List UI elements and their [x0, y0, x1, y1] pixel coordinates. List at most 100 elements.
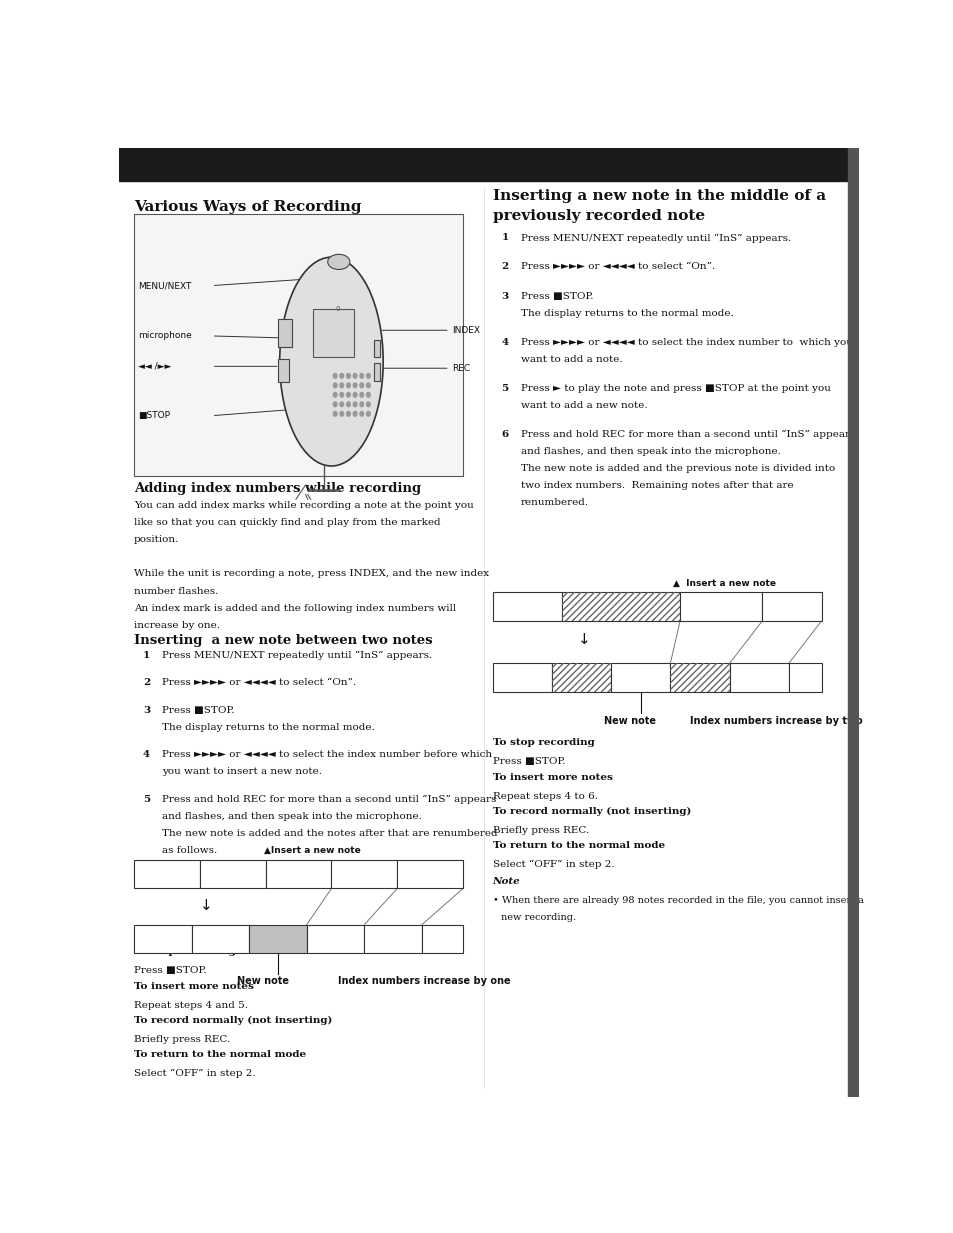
Text: microphone: microphone — [137, 332, 192, 340]
Circle shape — [333, 392, 336, 397]
Circle shape — [353, 383, 356, 387]
Bar — [729, 663, 788, 692]
Text: 5: 5 — [754, 671, 762, 684]
Text: ◄◄ /►►: ◄◄ /►► — [137, 361, 171, 371]
Bar — [331, 861, 396, 889]
Text: ■STOP: ■STOP — [137, 411, 170, 420]
Text: Index numbers increase by one: Index numbers increase by one — [337, 975, 510, 986]
Circle shape — [333, 402, 336, 407]
Circle shape — [346, 402, 350, 407]
Text: The new note is added and the previous note is divided into: The new note is added and the previous n… — [520, 464, 834, 473]
Bar — [761, 592, 821, 620]
Text: ↓: ↓ — [200, 898, 213, 914]
Text: 5: 5 — [501, 383, 508, 393]
Text: Press ►►►► or ◄◄◄◄ to select the index number before which: Press ►►►► or ◄◄◄◄ to select the index n… — [162, 750, 492, 760]
Bar — [551, 663, 611, 692]
Text: 1: 1 — [501, 233, 508, 243]
Text: 1: 1 — [522, 600, 531, 613]
Bar — [492, 592, 561, 620]
Text: 2: 2 — [617, 600, 624, 613]
Text: New note: New note — [603, 715, 655, 726]
Ellipse shape — [279, 258, 383, 466]
Bar — [313, 309, 354, 356]
Text: The display returns to the normal mode.: The display returns to the normal mode. — [162, 723, 375, 732]
Text: ↓: ↓ — [578, 633, 591, 647]
Text: 0: 0 — [335, 306, 339, 312]
Bar — [611, 663, 670, 692]
Text: Press ■STOP.: Press ■STOP. — [520, 291, 593, 301]
Text: 1: 1 — [517, 671, 526, 684]
Text: 6: 6 — [501, 430, 508, 439]
Text: new recording.: new recording. — [501, 914, 576, 922]
Text: want to add a note.: want to add a note. — [520, 355, 621, 364]
Circle shape — [346, 374, 350, 379]
Text: 1: 1 — [158, 932, 167, 946]
Circle shape — [333, 374, 336, 379]
Text: and flashes, and then speak into the microphone.: and flashes, and then speak into the mic… — [162, 811, 421, 821]
Text: To return to the normal mode: To return to the normal mode — [133, 1049, 306, 1059]
Text: two index numbers.  Remaining notes after that are: two index numbers. Remaining notes after… — [520, 481, 793, 491]
Text: To stop recording: To stop recording — [133, 947, 235, 957]
Text: • When there are already 98 notes recorded in the file, you cannot insert a: • When there are already 98 notes record… — [492, 896, 862, 905]
Text: To return to the normal mode: To return to the normal mode — [492, 841, 664, 850]
Text: To record normally (not inserting): To record normally (not inserting) — [492, 806, 690, 816]
Text: 3: 3 — [294, 868, 302, 880]
Bar — [788, 663, 821, 692]
Text: Press ►►►► or ◄◄◄◄ to select “On”.: Press ►►►► or ◄◄◄◄ to select “On”. — [520, 263, 714, 271]
Circle shape — [346, 392, 350, 397]
Text: The display returns to the normal mode.: The display returns to the normal mode. — [520, 308, 733, 318]
Bar — [364, 925, 421, 953]
Circle shape — [353, 402, 356, 407]
Text: want to add a new note.: want to add a new note. — [520, 401, 647, 409]
Text: 3: 3 — [717, 600, 724, 613]
Bar — [265, 861, 331, 889]
Text: Press ► to play the note and press ■STOP at the point you: Press ► to play the note and press ■STOP… — [520, 383, 830, 393]
Text: New note: New note — [237, 975, 289, 986]
Text: 1: 1 — [143, 651, 150, 660]
Circle shape — [346, 412, 350, 417]
Circle shape — [359, 383, 363, 387]
Bar — [492, 663, 551, 692]
Text: renumbered.: renumbered. — [520, 498, 588, 507]
Text: 3: 3 — [143, 705, 150, 715]
Bar — [374, 340, 380, 356]
Circle shape — [339, 374, 343, 379]
Circle shape — [359, 374, 363, 379]
Text: number flashes.: number flashes. — [133, 587, 218, 596]
Text: as follows.: as follows. — [162, 846, 217, 854]
Text: ▲  Insert a new note: ▲ Insert a new note — [672, 578, 775, 588]
Text: Repeat steps 4 and 5.: Repeat steps 4 and 5. — [133, 1000, 248, 1010]
Text: Press ■STOP.: Press ■STOP. — [162, 705, 234, 715]
Text: 5: 5 — [389, 932, 396, 946]
Text: You can add index marks while recording a note at the point you: You can add index marks while recording … — [133, 501, 474, 510]
Bar — [133, 215, 462, 476]
Circle shape — [339, 383, 343, 387]
Text: Press MENU/NEXT repeatedly until “InS” appears.: Press MENU/NEXT repeatedly until “InS” a… — [162, 651, 432, 661]
Circle shape — [366, 392, 370, 397]
Text: 4: 4 — [695, 671, 703, 684]
Bar — [278, 319, 292, 348]
Text: An index mark is added and the following index numbers will: An index mark is added and the following… — [133, 604, 456, 613]
Text: 3: 3 — [501, 291, 508, 301]
Circle shape — [366, 374, 370, 379]
Bar — [199, 861, 265, 889]
Circle shape — [353, 392, 356, 397]
Text: you want to insert a new note.: you want to insert a new note. — [162, 767, 322, 777]
Bar — [374, 364, 380, 381]
Text: 2: 2 — [216, 932, 224, 946]
Text: The new note is added and the notes after that are renumbered: The new note is added and the notes afte… — [162, 829, 497, 838]
Text: To record normally (not inserting): To record normally (not inserting) — [133, 1016, 332, 1025]
Text: and flashes, and then speak into the microphone.: and flashes, and then speak into the mic… — [520, 448, 780, 456]
Text: position.: position. — [133, 535, 179, 544]
Text: 2: 2 — [577, 671, 585, 684]
Bar — [421, 925, 462, 953]
Text: Press ■STOP.: Press ■STOP. — [492, 757, 564, 767]
Text: Index numbers increase by two: Index numbers increase by two — [689, 715, 862, 726]
Circle shape — [359, 412, 363, 417]
Text: MENU/NEXT: MENU/NEXT — [137, 281, 191, 290]
Text: increase by one.: increase by one. — [133, 620, 220, 630]
Text: ▲Insert a new note: ▲Insert a new note — [264, 846, 360, 856]
Text: Inserting  a new note between two notes: Inserting a new note between two notes — [133, 634, 433, 647]
Circle shape — [359, 392, 363, 397]
Circle shape — [353, 374, 356, 379]
